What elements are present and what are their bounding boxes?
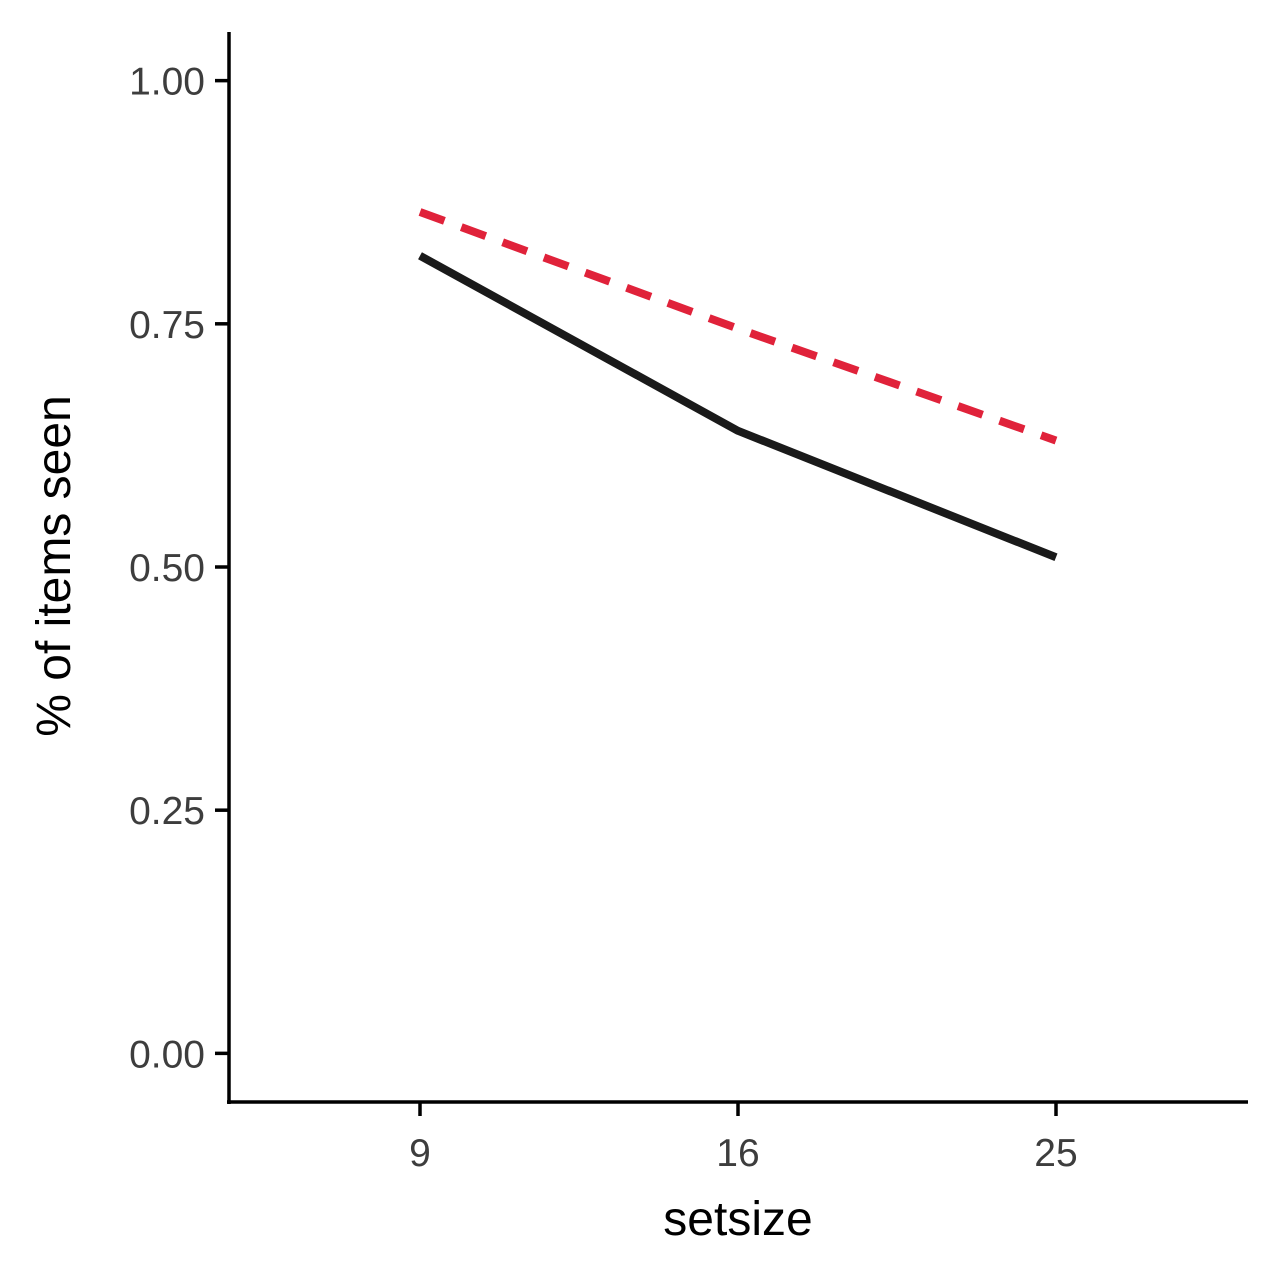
- x-ticks: 9 16 25: [409, 1102, 1078, 1175]
- series-layer: [418, 208, 1058, 561]
- x-tick-label: 16: [716, 1132, 759, 1175]
- y-axis-title: % of items seen: [28, 395, 81, 736]
- series-line-2: [418, 208, 1058, 445]
- series-line-1: [418, 252, 1058, 561]
- y-tick-label: 0.00: [129, 1033, 205, 1076]
- y-tick-label: 0.75: [129, 304, 205, 347]
- x-tick-label: 25: [1034, 1132, 1077, 1175]
- y-tick-label: 0.50: [129, 547, 205, 590]
- axes-layer: [227, 32, 1248, 1104]
- y-ticks: 0.00 0.25 0.50 0.75 1.00: [129, 61, 229, 1076]
- x-axis-title: setsize: [663, 1193, 812, 1246]
- y-tick-label: 0.25: [129, 790, 205, 833]
- y-tick-label: 1.00: [129, 61, 205, 104]
- x-tick-label: 9: [409, 1132, 431, 1175]
